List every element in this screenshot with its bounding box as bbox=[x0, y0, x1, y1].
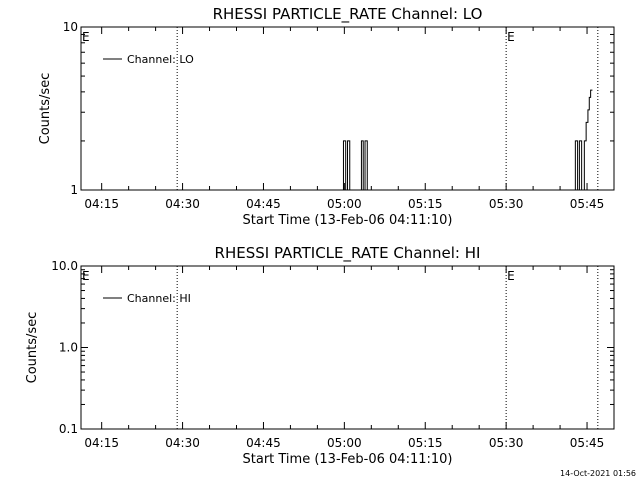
x-tick-label: 05:00 bbox=[327, 436, 362, 450]
footer-timestamp: 14-Oct-2021 01:56 bbox=[560, 469, 636, 478]
x-tick-label: 05:00 bbox=[327, 197, 362, 211]
y-tick-label: 1 bbox=[70, 183, 78, 197]
legend-entry: Channel: HI bbox=[127, 292, 191, 305]
x-tick-label: 05:45 bbox=[570, 436, 605, 450]
event-marker-label: E bbox=[507, 30, 515, 44]
x-tick-label: 04:15 bbox=[84, 436, 119, 450]
x-tick-label: 04:45 bbox=[246, 436, 281, 450]
x-tick-label: 05:30 bbox=[489, 436, 524, 450]
chart-panel-hi: RHESSI PARTICLE_RATE Channel: HI 04:15 04:… bbox=[25, 244, 615, 467]
plot-frame bbox=[80, 265, 615, 430]
chart-title: RHESSI PARTICLE_RATE Channel: LO bbox=[213, 5, 483, 24]
chart-panel-lo: RHESSI PARTICLE_RATE Channel: LO 04:15 04:… bbox=[38, 5, 615, 228]
y-axis-label: Counts/sec bbox=[38, 73, 53, 145]
x-axis-label: Start Time (13-Feb-06 04:11:10) bbox=[243, 452, 453, 467]
y-axis-label: Counts/sec bbox=[25, 312, 40, 384]
y-tick-label: 1.0 bbox=[59, 341, 78, 355]
series-line-0 bbox=[81, 89, 593, 191]
x-tick-label: 05:15 bbox=[408, 197, 443, 211]
x-tick-label: 04:30 bbox=[165, 436, 200, 450]
legend-entry: Channel: LO bbox=[127, 53, 194, 66]
x-tick-label: 05:45 bbox=[570, 197, 605, 211]
event-marker-label: E bbox=[507, 269, 515, 283]
y-tick-label: 10 bbox=[63, 20, 78, 34]
y-tick-label: 0.1 bbox=[59, 422, 78, 436]
x-axis-label: Start Time (13-Feb-06 04:11:10) bbox=[243, 213, 453, 228]
start-marker-label: E bbox=[82, 30, 90, 44]
x-tick-label: 04:30 bbox=[165, 197, 200, 211]
chart-title: RHESSI PARTICLE_RATE Channel: HI bbox=[215, 244, 481, 263]
x-tick-label: 05:30 bbox=[489, 197, 524, 211]
x-tick-label: 05:15 bbox=[408, 436, 443, 450]
y-tick-label: 10.0 bbox=[51, 259, 78, 273]
x-tick-label: 04:45 bbox=[246, 197, 281, 211]
x-tick-label: 04:15 bbox=[84, 197, 119, 211]
start-marker-label: E bbox=[82, 269, 90, 283]
